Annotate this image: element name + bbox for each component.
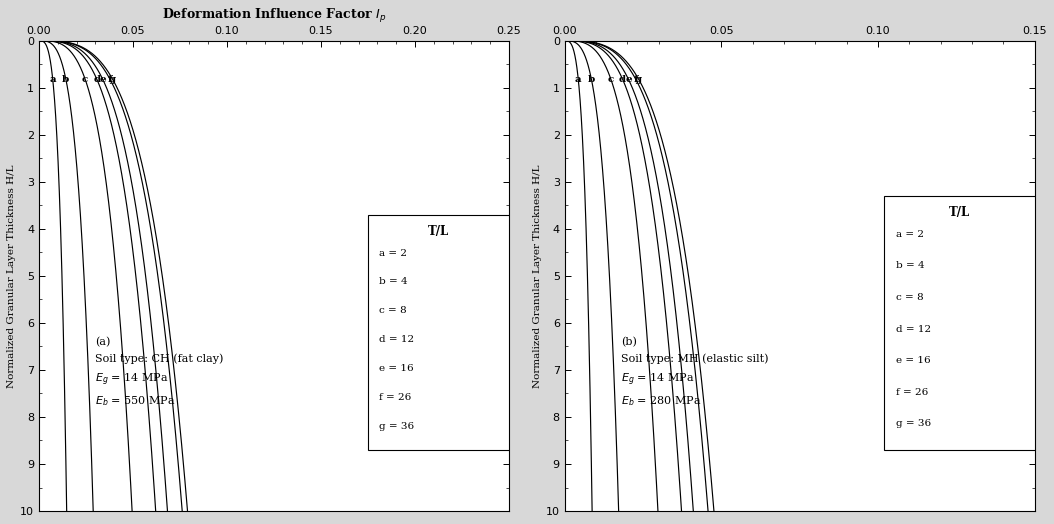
- Bar: [368, 215, 509, 450]
- Text: e: e: [99, 75, 106, 84]
- Text: g = 36: g = 36: [379, 422, 414, 431]
- Text: c: c: [608, 75, 614, 84]
- Text: f: f: [633, 75, 638, 84]
- Text: T/L: T/L: [949, 206, 970, 219]
- Text: a = 2: a = 2: [379, 248, 407, 258]
- Text: b: b: [62, 75, 70, 84]
- Text: d = 12: d = 12: [379, 335, 414, 344]
- Text: a = 2: a = 2: [896, 230, 924, 239]
- Text: a: a: [50, 75, 56, 84]
- Text: b: b: [588, 75, 596, 84]
- Text: a: a: [574, 75, 582, 84]
- X-axis label: Deformation Influence Factor $I_p$: Deformation Influence Factor $I_p$: [162, 7, 386, 25]
- Text: c: c: [82, 75, 89, 84]
- Text: g: g: [636, 75, 642, 84]
- Text: g: g: [110, 75, 116, 84]
- Text: c = 8: c = 8: [896, 293, 924, 302]
- Text: b = 4: b = 4: [379, 278, 408, 287]
- Text: d: d: [619, 75, 626, 84]
- Text: (a)
Soil type: CH (fat clay)
$E_g$ = 14 MPa
$E_b$ = 550 MPa: (a) Soil type: CH (fat clay) $E_g$ = 14 …: [96, 337, 223, 409]
- Text: f = 26: f = 26: [896, 388, 929, 397]
- Text: f = 26: f = 26: [379, 393, 412, 402]
- Text: e = 16: e = 16: [896, 356, 931, 365]
- Text: d: d: [94, 75, 100, 84]
- Text: (b)
Soil type: MH (elastic silt)
$E_g$ = 14 MPa
$E_b$ = 280 MPa: (b) Soil type: MH (elastic silt) $E_g$ =…: [621, 337, 768, 409]
- Text: T/L: T/L: [428, 225, 449, 238]
- Text: c = 8: c = 8: [379, 307, 407, 315]
- Y-axis label: Normalized Granular Layer Thickness H/L: Normalized Granular Layer Thickness H/L: [7, 164, 16, 388]
- Y-axis label: Normalized Granular Layer Thickness H/L: Normalized Granular Layer Thickness H/L: [532, 164, 542, 388]
- Text: d = 12: d = 12: [896, 324, 932, 333]
- Text: g = 36: g = 36: [896, 419, 932, 428]
- Text: f: f: [108, 75, 112, 84]
- Text: e: e: [625, 75, 631, 84]
- Text: e = 16: e = 16: [379, 364, 414, 373]
- Bar: [884, 196, 1035, 450]
- Text: b = 4: b = 4: [896, 261, 925, 270]
